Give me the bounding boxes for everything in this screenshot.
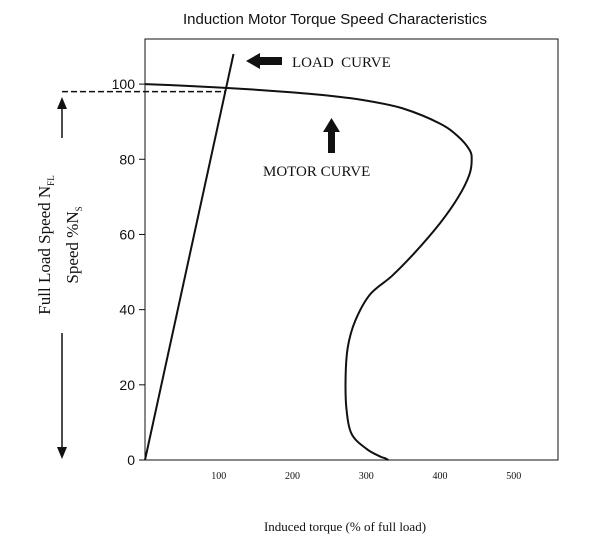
y-tick-label: 40: [119, 302, 135, 318]
y-axis-label-speed-percent: Speed %NS: [63, 206, 84, 283]
load-curve-line: [144, 53, 235, 461]
y-axis-ticks: 0 20 40 60 80 100: [112, 76, 145, 468]
motor-curve-label: MOTOR CURVE: [263, 164, 370, 180]
x-tick-label: 300: [359, 471, 374, 482]
chart-title: Induction Motor Torque Speed Characteris…: [183, 11, 487, 28]
x-tick-label: 100: [211, 471, 226, 482]
y-axis-label-full-load-speed: Full Load Speed NFL: [35, 175, 56, 314]
speed-up-arrow-icon: [57, 97, 67, 138]
x-tick-label: 200: [285, 471, 300, 482]
motor-curve-line: [144, 83, 473, 461]
motor-curve-arrow-icon: [323, 118, 340, 153]
plot-frame: [144, 38, 559, 461]
x-tick-label: 400: [433, 471, 448, 482]
y-tick-label: 20: [119, 377, 135, 393]
y-tick-label: 100: [112, 76, 136, 92]
y-tick-label: 0: [127, 452, 135, 468]
speed-down-arrow-icon: [57, 333, 67, 459]
x-axis-ticks: 100 200 300 400 500: [211, 471, 521, 482]
x-tick-label: 500: [506, 471, 521, 482]
load-curve-arrow-icon: [246, 53, 282, 69]
load-curve-label: LOAD CURVE: [292, 55, 391, 71]
x-axis-label: Induced torque (% of full load): [264, 519, 426, 534]
y-tick-label: 80: [119, 151, 135, 167]
y-tick-label: 60: [119, 226, 135, 242]
